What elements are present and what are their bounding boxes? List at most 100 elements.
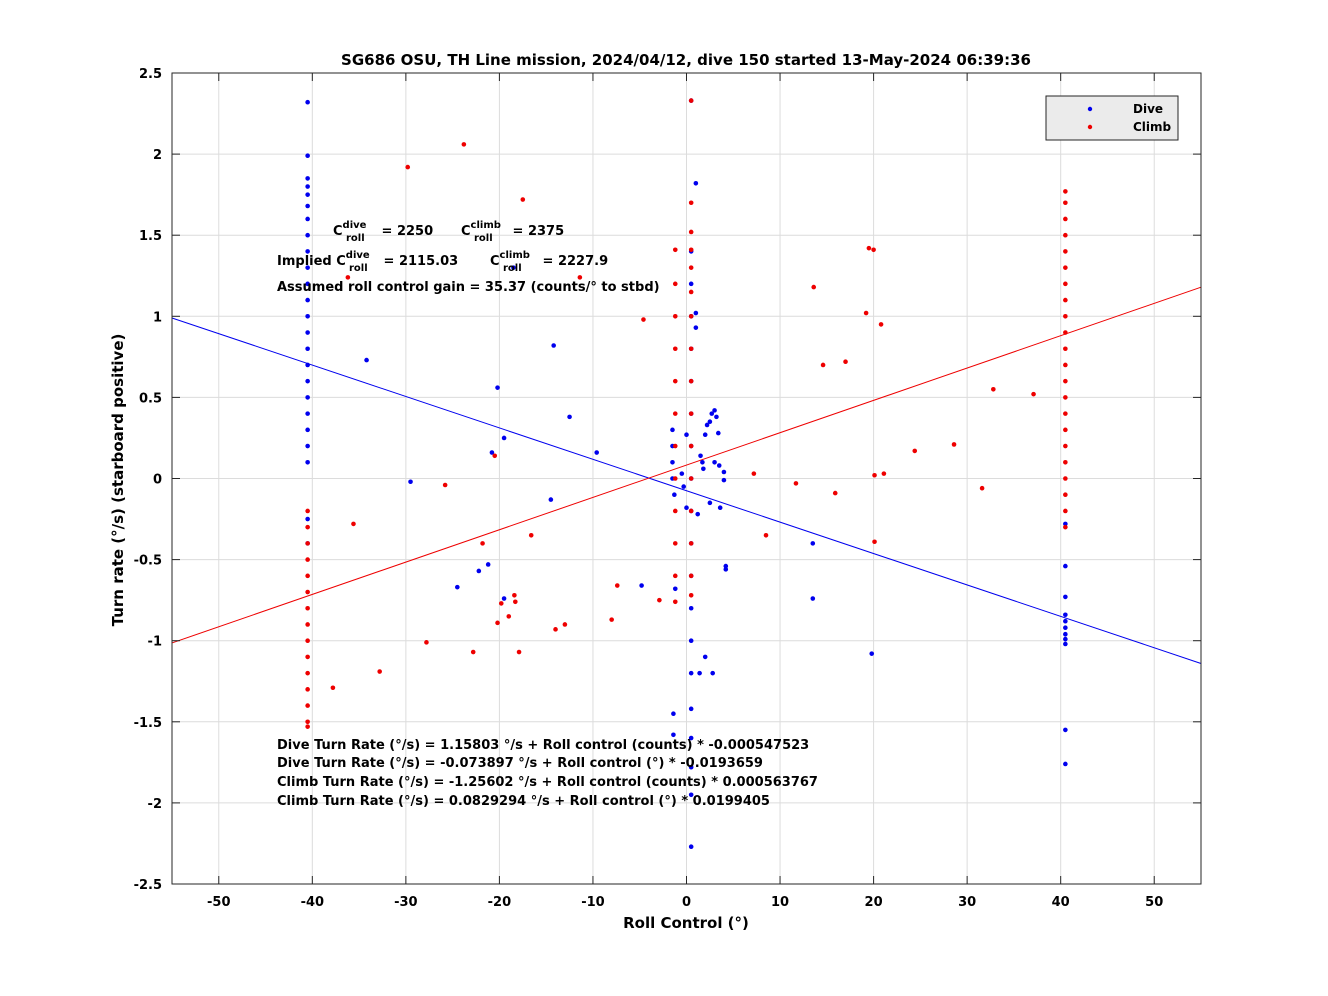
dive-fit-line <box>171 317 1202 664</box>
dive-point <box>1063 636 1068 642</box>
data-points <box>305 98 1068 849</box>
climb-point <box>872 472 877 478</box>
climb-point <box>672 508 678 514</box>
climb-point <box>553 627 558 632</box>
legend-climb-marker <box>1087 124 1093 130</box>
climb-point <box>377 669 382 674</box>
climb-point <box>305 654 310 660</box>
climb-point <box>688 200 694 206</box>
climb-point <box>424 640 429 645</box>
dive-point <box>700 459 705 465</box>
x-tick-label: 10 <box>771 895 789 910</box>
dive-point <box>305 176 310 181</box>
climb-point <box>305 638 310 643</box>
climb-point <box>672 443 678 449</box>
dive-point <box>672 586 678 592</box>
dive-point <box>701 466 706 472</box>
y-tick-label: -2.5 <box>134 878 162 893</box>
dive-point <box>305 346 310 352</box>
climb-point <box>688 541 694 546</box>
climb-point <box>1063 524 1068 530</box>
climb-point <box>562 622 568 627</box>
dive-point <box>489 450 495 455</box>
x-axis-label: Roll Control (°) <box>623 914 749 932</box>
dive-point <box>305 314 310 319</box>
climb-point <box>688 443 694 449</box>
climb-point <box>1063 216 1068 222</box>
dive-point <box>716 430 721 436</box>
dive-point <box>693 180 699 186</box>
y-tick-label: 0 <box>153 473 162 488</box>
dive-point <box>594 450 599 455</box>
climb-point <box>672 573 678 579</box>
dive-point <box>639 583 644 588</box>
climb-point <box>688 573 694 579</box>
dive-point <box>810 596 816 601</box>
climb-point <box>672 314 678 319</box>
climb-point <box>872 539 877 545</box>
climb-point <box>305 541 310 546</box>
dive-point <box>1063 641 1068 647</box>
dive-point <box>688 844 694 849</box>
dive-point <box>709 411 715 416</box>
legend-dive-marker <box>1087 106 1093 112</box>
dive-point <box>702 654 708 660</box>
climb-point <box>672 476 678 481</box>
y-axis-label: Turn rate (°/s) (starboard positive) <box>109 334 127 627</box>
dive-point <box>305 297 310 303</box>
climb-point <box>688 289 694 295</box>
dive-point <box>305 411 310 416</box>
dive-point <box>688 281 694 287</box>
climb-point <box>1063 362 1068 368</box>
dive-point <box>305 362 310 368</box>
dive-point <box>688 670 694 676</box>
climb-point <box>979 485 985 491</box>
climb-point <box>871 247 876 253</box>
dive-point <box>1063 761 1068 767</box>
x-tick-label: 20 <box>865 895 883 910</box>
climb-point <box>305 573 310 579</box>
dive-point <box>688 706 694 712</box>
dive-point <box>305 265 310 270</box>
dive-point <box>869 651 875 656</box>
fit-annotation-dive-counts: Dive Turn Rate (°/s) = 1.15803 °/s + Rol… <box>277 738 809 753</box>
climb-point <box>1063 281 1068 287</box>
fit-annotation-climb-degrees: Climb Turn Rate (°/s) = 0.0829294 °/s + … <box>277 794 770 809</box>
climb-point <box>305 557 310 562</box>
climb-point <box>1063 330 1068 335</box>
c-roll-annotation: Cdive roll = 2250 Cclimb roll = 2375 <box>333 220 564 244</box>
dive-point <box>714 414 719 420</box>
implied-c-roll-annotation: Implied Cdive roll = 2115.03 Cclimb roll = … <box>277 250 608 274</box>
fit-annotation-dive-degrees: Dive Turn Rate (°/s) = -0.073897 °/s + R… <box>277 756 763 771</box>
x-tick-label: -40 <box>301 895 325 910</box>
climb-point <box>305 605 310 611</box>
x-tick-label: -50 <box>207 895 231 910</box>
climb-point <box>1063 189 1068 194</box>
climb-point <box>866 245 872 251</box>
climb-point <box>330 685 336 691</box>
climb-point <box>1063 492 1068 498</box>
climb-point <box>305 524 310 530</box>
dive-point <box>688 605 694 611</box>
climb-point <box>878 322 884 327</box>
legend-climb-label: Climb <box>1133 120 1172 134</box>
dive-point <box>548 497 554 502</box>
dive-point <box>1063 594 1068 600</box>
climb-point <box>461 142 467 147</box>
climb-point <box>495 620 500 626</box>
climb-point <box>1063 411 1068 416</box>
climb-point <box>351 521 356 527</box>
climb-point <box>951 442 957 447</box>
dive-point <box>710 670 715 676</box>
climb-point <box>1063 346 1068 352</box>
x-tick-label: 0 <box>682 895 691 910</box>
dive-point <box>693 310 699 316</box>
climb-point <box>442 482 448 488</box>
dive-point <box>684 505 689 510</box>
dive-point <box>810 541 816 546</box>
climb-point <box>520 197 526 202</box>
dive-point <box>485 562 491 567</box>
dive-point <box>670 427 675 433</box>
dive-point <box>364 357 369 363</box>
dive-point <box>305 427 310 433</box>
